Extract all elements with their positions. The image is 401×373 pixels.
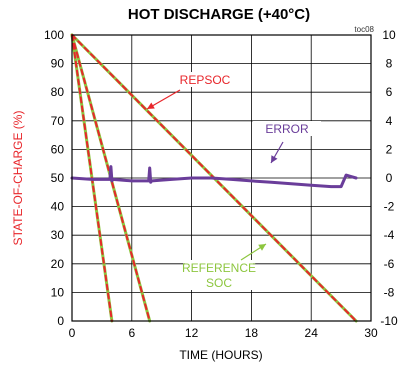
y-tick-label: 40 [51,200,65,214]
x-tick-label: 18 [245,326,259,340]
y2-tick-label: -10 [380,314,398,328]
arrow-repsoc-head [147,102,155,109]
y-tick-label: 50 [51,171,65,185]
y-axis-label: STATE-OF-CHARGE (%) [11,111,25,246]
y-tick-label: 0 [57,314,64,328]
x-tick-label: 0 [69,326,76,340]
annotation-soc: SOC [206,276,232,290]
y2-tick-label: 8 [386,57,393,71]
annotation-reference-background [185,260,253,275]
annotation-repsoc-background [171,72,239,87]
x-tick-label: 12 [185,326,199,340]
x-tick-label: 24 [305,326,319,340]
x-tick-label: 30 [364,326,378,340]
chart-title: HOT DISCHARGE (+40°C) [128,6,310,23]
y-tick-label: 30 [51,228,65,242]
annotation-error: ERROR [265,122,309,136]
annotation-reference: REFERENCE [182,261,256,275]
y-tick-label: 100 [44,28,64,42]
y-tick-label: 20 [51,257,65,271]
y2-tick-label: 4 [386,114,393,128]
series-group [70,33,358,323]
y-tick-label: 10 [51,285,65,299]
x-axis-label: TIME (HOURS) [179,348,262,362]
y2-tick-label: -6 [384,257,395,271]
plot-frame [71,34,372,322]
y2-tick-label: 6 [386,85,393,99]
figure-id: toc08 [354,25,374,34]
series-line-error [70,165,358,189]
y2-tick-label: -2 [384,200,395,214]
y2-tick-label: 10 [382,28,396,42]
y2-tick-label: 2 [386,142,393,156]
y-tick-label: 80 [51,85,65,99]
x-tick-label: 6 [128,326,135,340]
arrow-error-head [271,155,278,163]
y2-tick-label: -8 [384,285,395,299]
y-tick-label: 60 [51,142,65,156]
y2-tick-label: -4 [384,228,395,242]
y2-tick-label: 0 [386,171,393,185]
annotation-error-background [253,121,321,136]
y-tick-label: 90 [51,57,65,71]
annotation-repsoc: REPSOC [180,73,231,87]
annotation-soc-background [185,275,253,290]
y-tick-label: 70 [51,114,65,128]
arrow-reference-head [258,244,266,251]
